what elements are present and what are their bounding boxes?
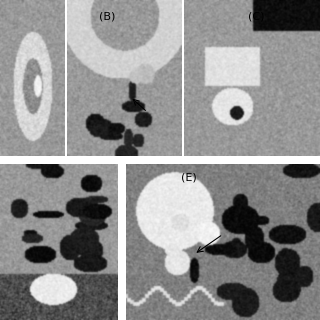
Text: (B): (B) [99, 11, 116, 21]
Text: (E): (E) [181, 173, 197, 183]
Text: (C): (C) [248, 11, 264, 21]
